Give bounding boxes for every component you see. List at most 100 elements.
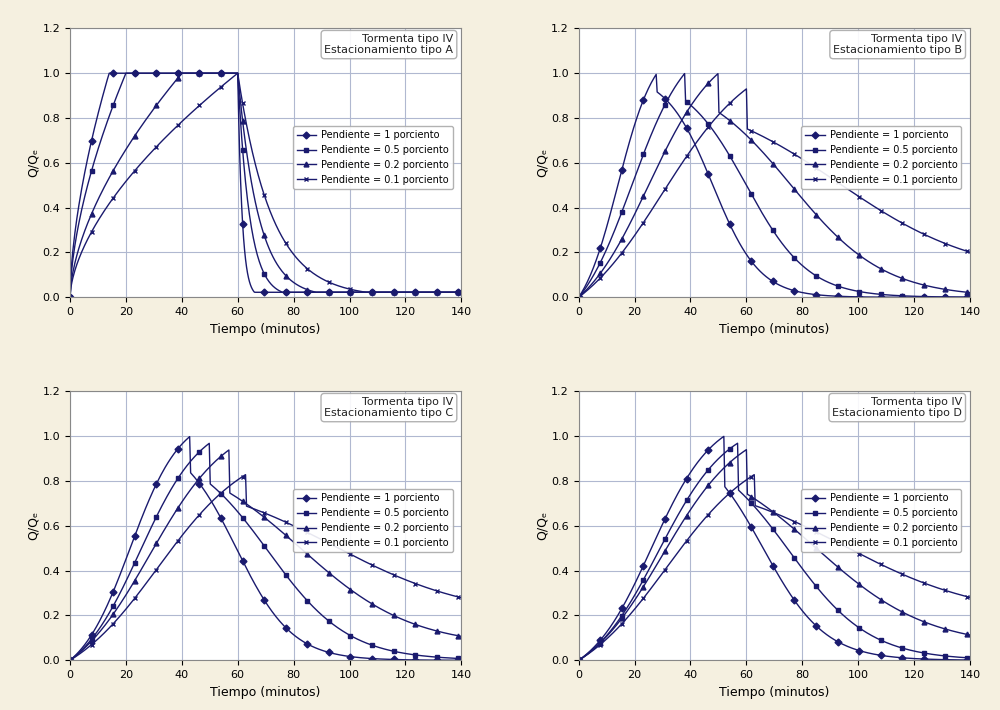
Pendiente = 0.1 porciento bbox=[311, 533, 323, 542]
Pendiente = 0.5 porciento bbox=[64, 656, 76, 665]
Pendiente = 0.5 porciento bbox=[964, 293, 976, 301]
Pendiente = 1 porciento bbox=[103, 69, 115, 77]
Pendiente = 0.5 porciento bbox=[620, 197, 632, 206]
Pendiente = 0.2 porciento bbox=[700, 82, 712, 90]
Line: Pendiente = 0.1 porciento: Pendiente = 0.1 porciento bbox=[576, 87, 972, 300]
Pendiente = 0.5 porciento bbox=[573, 656, 585, 665]
X-axis label: Tiempo (minutos): Tiempo (minutos) bbox=[210, 322, 321, 336]
Line: Pendiente = 1 porciento: Pendiente = 1 porciento bbox=[68, 435, 464, 662]
Pendiente = 1 porciento bbox=[64, 656, 76, 665]
Pendiente = 0.2 porciento bbox=[858, 584, 870, 592]
Pendiente = 0.5 porciento bbox=[220, 69, 232, 77]
Pendiente = 0.5 porciento bbox=[220, 494, 232, 503]
Pendiente = 0.5 porciento bbox=[620, 606, 632, 614]
Text: Tormenta tipo IV
Estacionamiento tipo C: Tormenta tipo IV Estacionamiento tipo C bbox=[324, 397, 453, 418]
Pendiente = 0.2 porciento bbox=[191, 476, 203, 485]
Pendiente = 0.5 porciento bbox=[455, 288, 467, 297]
Pendiente = 1 porciento bbox=[311, 288, 323, 297]
Pendiente = 0.5 porciento bbox=[111, 91, 123, 99]
Pendiente = 0.1 porciento bbox=[349, 286, 361, 295]
Pendiente = 0.1 porciento bbox=[740, 84, 752, 93]
Pendiente = 0.1 porciento bbox=[191, 103, 203, 111]
Pendiente = 0.1 porciento bbox=[240, 471, 252, 479]
Pendiente = 0.2 porciento bbox=[573, 293, 585, 302]
Legend: Pendiente = 1 porciento, Pendiente = 0.5 porciento, Pendiente = 0.2 porciento, P: Pendiente = 1 porciento, Pendiente = 0.5… bbox=[801, 126, 961, 189]
Pendiente = 1 porciento bbox=[700, 448, 712, 457]
Pendiente = 0.2 porciento bbox=[620, 608, 632, 617]
Pendiente = 0.2 porciento bbox=[64, 293, 76, 302]
Pendiente = 0.1 porciento bbox=[700, 125, 712, 133]
Pendiente = 1 porciento bbox=[620, 151, 632, 160]
Line: Pendiente = 0.5 porciento: Pendiente = 0.5 porciento bbox=[576, 71, 972, 300]
Pendiente = 0.1 porciento bbox=[219, 486, 231, 494]
X-axis label: Tiempo (minutos): Tiempo (minutos) bbox=[210, 686, 321, 699]
Pendiente = 1 porciento bbox=[820, 291, 832, 300]
Pendiente = 0.5 porciento bbox=[728, 442, 740, 450]
Legend: Pendiente = 1 porciento, Pendiente = 0.5 porciento, Pendiente = 0.2 porciento, P: Pendiente = 1 porciento, Pendiente = 0.5… bbox=[293, 489, 453, 552]
Y-axis label: Q/Qₑ: Q/Qₑ bbox=[535, 148, 548, 178]
Line: Pendiente = 0.1 porciento: Pendiente = 0.1 porciento bbox=[68, 472, 464, 662]
Pendiente = 0.5 porciento bbox=[311, 606, 323, 615]
Pendiente = 0.2 porciento bbox=[311, 288, 323, 297]
Pendiente = 0.1 porciento bbox=[311, 272, 323, 280]
Pendiente = 0.2 porciento bbox=[740, 445, 752, 454]
Pendiente = 0.1 porciento bbox=[111, 188, 123, 197]
Pendiente = 0.2 porciento bbox=[111, 160, 123, 168]
Pendiente = 0.2 porciento bbox=[192, 69, 204, 77]
Pendiente = 1 porciento bbox=[650, 70, 662, 79]
Pendiente = 1 porciento bbox=[964, 656, 976, 665]
Pendiente = 0.1 porciento bbox=[700, 513, 712, 521]
Pendiente = 0.5 porciento bbox=[455, 655, 467, 663]
Pendiente = 1 porciento bbox=[820, 630, 832, 638]
Pendiente = 1 porciento bbox=[964, 293, 976, 302]
Pendiente = 0.1 porciento bbox=[573, 293, 585, 302]
Pendiente = 0.5 porciento bbox=[820, 277, 832, 285]
Pendiente = 1 porciento bbox=[349, 653, 361, 662]
Pendiente = 0.1 porciento bbox=[191, 513, 203, 521]
Pendiente = 0.5 porciento bbox=[701, 119, 713, 127]
Pendiente = 0.2 porciento bbox=[347, 587, 359, 596]
Line: Pendiente = 0.2 porciento: Pendiente = 0.2 porciento bbox=[68, 447, 464, 662]
Pendiente = 0.2 porciento bbox=[729, 120, 741, 129]
Pendiente = 0.2 porciento bbox=[728, 455, 740, 464]
Line: Pendiente = 0.2 porciento: Pendiente = 0.2 porciento bbox=[576, 71, 972, 300]
Pendiente = 1 porciento bbox=[349, 288, 361, 297]
Line: Pendiente = 0.5 porciento: Pendiente = 0.5 porciento bbox=[68, 71, 464, 300]
Pendiente = 1 porciento bbox=[858, 293, 870, 301]
Pendiente = 1 porciento bbox=[347, 652, 359, 661]
Pendiente = 0.2 porciento bbox=[700, 484, 712, 492]
Pendiente = 0.2 porciento bbox=[223, 446, 235, 454]
Pendiente = 0.2 porciento bbox=[964, 630, 976, 639]
Pendiente = 0.5 porciento bbox=[311, 288, 323, 297]
Pendiente = 0.1 porciento bbox=[820, 170, 832, 179]
Pendiente = 1 porciento bbox=[192, 478, 204, 486]
Pendiente = 0.1 porciento bbox=[349, 552, 361, 561]
Pendiente = 0.2 porciento bbox=[220, 69, 232, 77]
Pendiente = 0.1 porciento bbox=[856, 551, 868, 559]
Pendiente = 0.2 porciento bbox=[820, 552, 832, 561]
Pendiente = 0.1 porciento bbox=[728, 95, 740, 104]
Pendiente = 1 porciento bbox=[64, 293, 76, 302]
Pendiente = 1 porciento bbox=[856, 293, 868, 301]
Pendiente = 0.1 porciento bbox=[111, 615, 123, 623]
Pendiente = 0.2 porciento bbox=[858, 254, 870, 263]
Pendiente = 0.1 porciento bbox=[820, 532, 832, 541]
Pendiente = 0.5 porciento bbox=[729, 160, 741, 168]
Pendiente = 0.5 porciento bbox=[573, 293, 585, 302]
Pendiente = 0.1 porciento bbox=[748, 471, 760, 479]
Pendiente = 1 porciento bbox=[620, 597, 632, 606]
Pendiente = 0.2 porciento bbox=[347, 288, 359, 297]
Pendiente = 0.1 porciento bbox=[347, 285, 359, 294]
Pendiente = 0.2 porciento bbox=[620, 227, 632, 236]
Pendiente = 0.1 porciento bbox=[232, 69, 244, 77]
Pendiente = 0.5 porciento bbox=[858, 627, 870, 635]
Pendiente = 0.5 porciento bbox=[192, 69, 204, 77]
Line: Pendiente = 1 porciento: Pendiente = 1 porciento bbox=[576, 72, 972, 300]
Pendiente = 0.5 porciento bbox=[679, 70, 691, 78]
Pendiente = 1 porciento bbox=[184, 432, 196, 441]
Pendiente = 0.5 porciento bbox=[820, 594, 832, 602]
Pendiente = 0.2 porciento bbox=[455, 632, 467, 640]
Pendiente = 0.2 porciento bbox=[349, 589, 361, 597]
Pendiente = 0.2 porciento bbox=[712, 70, 724, 78]
Pendiente = 0.1 porciento bbox=[573, 656, 585, 665]
